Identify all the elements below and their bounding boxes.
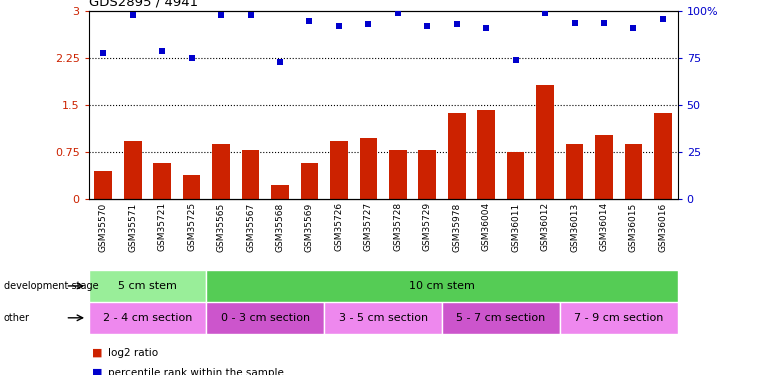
Bar <box>324 302 442 334</box>
Point <box>392 10 404 16</box>
Text: GSM35570: GSM35570 <box>99 202 108 252</box>
Bar <box>300 163 318 199</box>
Point <box>628 25 640 31</box>
Text: GSM35727: GSM35727 <box>364 202 373 251</box>
Text: GSM36012: GSM36012 <box>541 202 550 251</box>
Point <box>126 12 139 18</box>
Bar <box>442 302 560 334</box>
Point <box>450 21 463 27</box>
Point <box>333 23 345 29</box>
Bar <box>206 302 324 334</box>
Text: GSM35978: GSM35978 <box>452 202 461 252</box>
Text: GSM35569: GSM35569 <box>305 202 314 252</box>
Text: 0 - 3 cm section: 0 - 3 cm section <box>221 313 310 323</box>
Point <box>510 57 522 63</box>
Bar <box>507 152 524 199</box>
Text: GSM36015: GSM36015 <box>629 202 638 252</box>
Text: GSM35567: GSM35567 <box>246 202 255 252</box>
Text: GSM35565: GSM35565 <box>216 202 226 252</box>
Text: GDS2895 / 4941: GDS2895 / 4941 <box>89 0 198 9</box>
Bar <box>153 163 171 199</box>
Text: GSM36014: GSM36014 <box>600 202 608 251</box>
Point <box>480 25 492 31</box>
Text: GSM35728: GSM35728 <box>393 202 402 251</box>
Bar <box>242 150 259 199</box>
Bar <box>389 150 407 199</box>
Point <box>274 59 286 65</box>
Text: GSM36011: GSM36011 <box>511 202 520 252</box>
Text: GSM36013: GSM36013 <box>570 202 579 252</box>
Text: 2 - 4 cm section: 2 - 4 cm section <box>102 313 192 323</box>
Bar <box>536 85 554 199</box>
Bar <box>560 302 678 334</box>
Text: 5 cm stem: 5 cm stem <box>118 281 177 291</box>
Point <box>186 55 198 61</box>
Text: GSM36016: GSM36016 <box>658 202 668 252</box>
Point <box>598 20 610 26</box>
Bar <box>330 141 348 199</box>
Bar <box>271 185 289 199</box>
Text: 5 - 7 cm section: 5 - 7 cm section <box>457 313 545 323</box>
Text: percentile rank within the sample: percentile rank within the sample <box>108 368 283 375</box>
Bar <box>89 302 206 334</box>
Text: GSM35721: GSM35721 <box>158 202 166 251</box>
Bar <box>124 141 142 199</box>
Bar <box>448 112 466 199</box>
Bar <box>566 144 584 199</box>
Point <box>97 50 109 55</box>
Bar <box>624 144 642 199</box>
Point <box>303 18 316 24</box>
Bar <box>418 150 436 199</box>
Text: GSM35726: GSM35726 <box>334 202 343 251</box>
Text: development stage: development stage <box>4 281 99 291</box>
Text: log2 ratio: log2 ratio <box>108 348 158 357</box>
Text: GSM36004: GSM36004 <box>482 202 490 251</box>
Bar <box>206 270 678 302</box>
Point <box>156 48 169 54</box>
Text: GSM35571: GSM35571 <box>129 202 137 252</box>
Point <box>539 10 551 16</box>
Text: 7 - 9 cm section: 7 - 9 cm section <box>574 313 664 323</box>
Text: GSM35729: GSM35729 <box>423 202 432 251</box>
Bar <box>477 110 495 199</box>
Bar <box>654 112 671 199</box>
Point <box>657 16 669 22</box>
Point <box>568 20 581 26</box>
Point <box>215 12 227 18</box>
Text: 3 - 5 cm section: 3 - 5 cm section <box>339 313 427 323</box>
Point <box>421 23 434 29</box>
Bar <box>95 171 112 199</box>
Text: ■: ■ <box>92 348 103 357</box>
Point <box>362 21 374 27</box>
Bar <box>360 138 377 199</box>
Text: 10 cm stem: 10 cm stem <box>409 281 475 291</box>
Bar <box>595 135 613 199</box>
Bar <box>213 144 230 199</box>
Bar <box>182 175 200 199</box>
Text: GSM35725: GSM35725 <box>187 202 196 251</box>
Text: GSM35568: GSM35568 <box>276 202 284 252</box>
Bar <box>89 270 206 302</box>
Text: ■: ■ <box>92 368 103 375</box>
Point <box>244 12 256 18</box>
Text: other: other <box>4 313 30 323</box>
